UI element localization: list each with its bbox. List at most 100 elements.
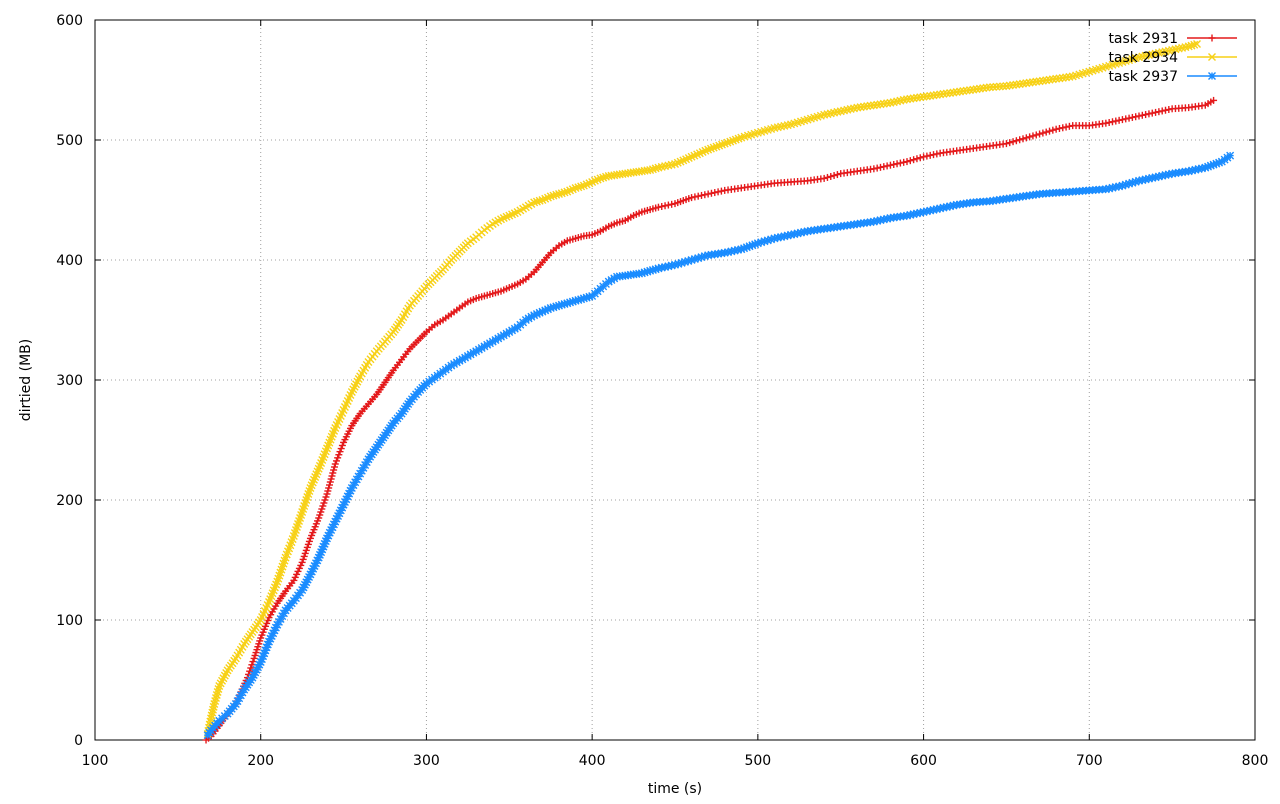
x-tick-label: 800 bbox=[1242, 753, 1269, 769]
data-point-marker bbox=[1184, 42, 1193, 51]
series-task-2937 bbox=[203, 151, 1235, 740]
data-point-marker bbox=[1165, 106, 1173, 114]
data-point-marker bbox=[985, 83, 994, 92]
data-point-marker bbox=[661, 202, 669, 210]
data-point-marker bbox=[1002, 140, 1010, 148]
data-point-marker bbox=[1138, 111, 1146, 119]
data-point-marker bbox=[930, 151, 938, 159]
data-point-marker bbox=[1049, 126, 1057, 134]
data-point-marker bbox=[248, 661, 256, 669]
data-point-marker bbox=[555, 190, 563, 198]
y-tick-label: 300 bbox=[56, 373, 83, 389]
data-point-marker bbox=[664, 201, 672, 209]
data-point-marker bbox=[873, 164, 881, 172]
legend-label: task 2937 bbox=[1108, 69, 1178, 85]
y-axis-label: dirtied (MB) bbox=[18, 339, 34, 421]
y-tick-label: 500 bbox=[56, 133, 83, 149]
data-point-marker bbox=[1112, 117, 1120, 125]
legend: task 2931 task 2934 task 2937 bbox=[1108, 31, 1237, 85]
legend-marker bbox=[1208, 72, 1216, 80]
data-point-marker bbox=[900, 158, 908, 166]
data-point-marker bbox=[910, 156, 918, 164]
x-tick-label: 300 bbox=[413, 753, 440, 769]
data-point-marker bbox=[336, 448, 344, 456]
legend-marker bbox=[1208, 34, 1216, 42]
data-point-marker bbox=[207, 714, 215, 723]
data-point-marker bbox=[903, 158, 911, 166]
data-point-marker bbox=[995, 82, 1004, 91]
data-point-marker bbox=[532, 197, 541, 206]
data-point-marker bbox=[654, 203, 662, 211]
data-point-marker bbox=[1226, 151, 1235, 160]
data-point-marker bbox=[574, 183, 583, 192]
data-point-marker bbox=[1052, 125, 1060, 133]
data-point-marker bbox=[893, 160, 901, 168]
data-point-marker bbox=[1155, 108, 1163, 116]
legend-entry: task 2931 bbox=[1108, 31, 1237, 47]
data-point-marker bbox=[823, 173, 831, 181]
series-line bbox=[207, 155, 1231, 736]
x-tick-label: 500 bbox=[744, 753, 771, 769]
data-point-marker bbox=[1012, 137, 1020, 145]
data-point-marker bbox=[827, 172, 835, 180]
data-point-marker bbox=[1006, 139, 1014, 147]
data-point-marker bbox=[1105, 118, 1113, 126]
data-point-marker bbox=[883, 162, 891, 170]
data-point-marker bbox=[577, 182, 586, 191]
data-point-marker bbox=[1108, 118, 1116, 126]
data-point-marker bbox=[338, 441, 346, 449]
y-tick-label: 100 bbox=[56, 613, 83, 629]
legend-marker bbox=[1208, 53, 1216, 61]
data-point-marker bbox=[596, 174, 605, 183]
data-point-marker bbox=[246, 667, 254, 675]
data-point-marker bbox=[926, 151, 934, 159]
y-tick-label: 400 bbox=[56, 253, 83, 269]
data-point-marker bbox=[890, 160, 898, 168]
x-axis-label: time (s) bbox=[648, 781, 702, 797]
data-point-marker bbox=[299, 583, 308, 592]
data-point-marker bbox=[1019, 135, 1027, 143]
data-point-marker bbox=[1055, 124, 1063, 132]
data-point-marker bbox=[208, 708, 217, 717]
data-point-marker bbox=[335, 451, 343, 459]
data-point-marker bbox=[1162, 106, 1170, 114]
data-point-marker bbox=[1026, 133, 1034, 141]
y-tick-label: 600 bbox=[56, 13, 83, 29]
data-point-marker bbox=[648, 165, 657, 174]
data-point-marker bbox=[332, 457, 340, 465]
data-point-marker bbox=[1152, 108, 1160, 116]
data-point-marker bbox=[880, 163, 888, 171]
data-point-marker bbox=[1065, 122, 1073, 130]
data-point-marker bbox=[870, 165, 878, 173]
series-task-2934 bbox=[203, 40, 1201, 738]
data-point-marker bbox=[989, 82, 998, 91]
data-point-marker bbox=[502, 329, 511, 338]
data-point-marker bbox=[999, 82, 1008, 91]
data-point-marker bbox=[906, 157, 914, 165]
data-point-marker bbox=[337, 445, 345, 453]
y-tick-label: 200 bbox=[56, 493, 83, 509]
data-point-marker bbox=[1029, 132, 1037, 140]
data-point-marker bbox=[1148, 109, 1156, 117]
data-point-marker bbox=[1122, 115, 1130, 123]
data-point-marker bbox=[1062, 123, 1070, 131]
data-point-marker bbox=[876, 163, 884, 171]
data-point-marker bbox=[933, 150, 941, 158]
data-point-marker bbox=[1128, 113, 1136, 121]
data-point-marker bbox=[714, 188, 722, 196]
data-point-marker bbox=[560, 188, 569, 197]
data-point-marker bbox=[1042, 128, 1050, 136]
data-point-marker bbox=[331, 460, 339, 468]
legend-label: task 2934 bbox=[1108, 50, 1178, 66]
data-point-marker bbox=[1009, 138, 1017, 146]
data-point-marker bbox=[571, 184, 580, 192]
data-point-marker bbox=[535, 196, 544, 205]
series-layer bbox=[202, 40, 1235, 744]
data-point-marker bbox=[209, 702, 218, 711]
data-point-marker bbox=[334, 454, 342, 462]
data-point-marker bbox=[1210, 96, 1218, 104]
data-point-marker bbox=[698, 191, 706, 199]
data-point-marker bbox=[1102, 119, 1110, 127]
data-point-marker bbox=[1132, 113, 1140, 121]
